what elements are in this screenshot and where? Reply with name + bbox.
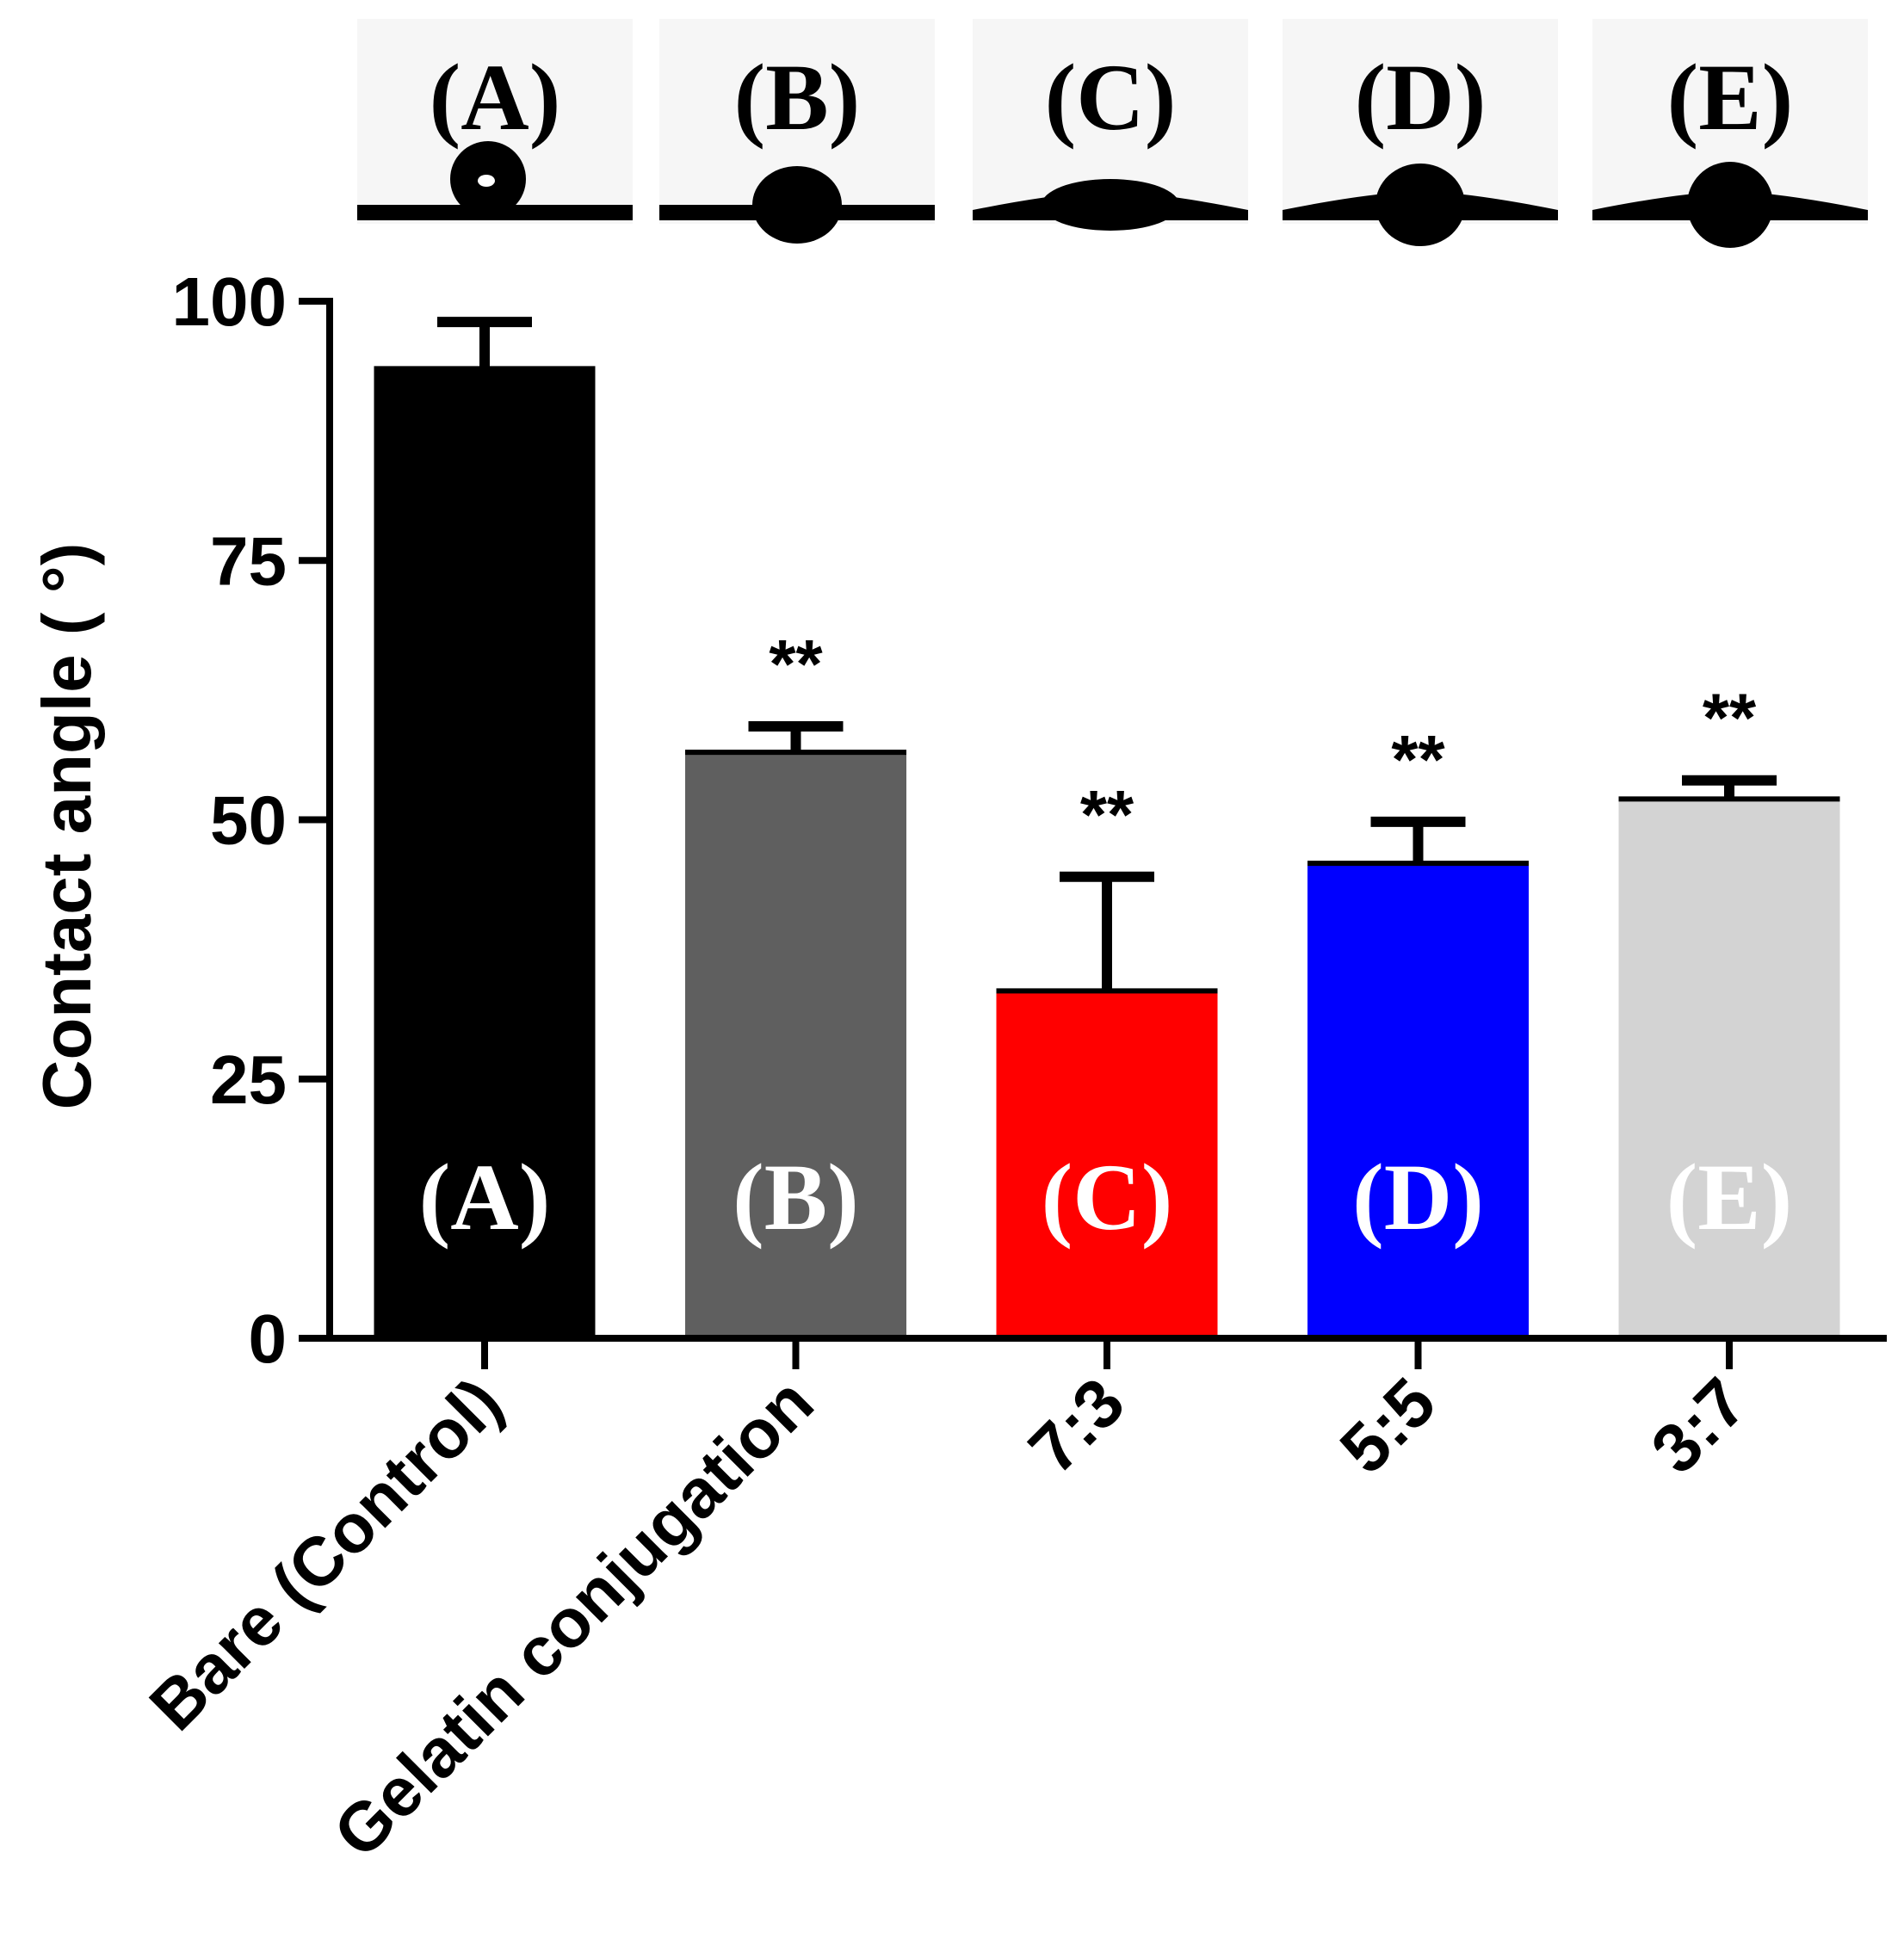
y-tick-label: 50 xyxy=(210,782,287,859)
x-tick-label: 5:5 xyxy=(1326,1363,1450,1488)
droplet-panel-label: (C) xyxy=(1045,45,1177,150)
bar-inner-label: (D) xyxy=(1352,1145,1484,1250)
droplet-panel-3: (C) xyxy=(973,19,1248,231)
water-droplet xyxy=(1375,164,1465,246)
significance-marker: ** xyxy=(1080,776,1134,853)
bar-4 xyxy=(1307,863,1529,1338)
bar-3 xyxy=(996,991,1218,1338)
significance-marker: ** xyxy=(769,626,823,702)
y-axis-label: Contact angle ( °) xyxy=(28,543,105,1110)
x-tick-label: 7:3 xyxy=(1014,1363,1139,1488)
x-axis-ticks: Bare (Control)Gelatin conjugation 7:3 5:5 3… xyxy=(135,1338,1761,1872)
droplet-panel-4: (D) xyxy=(1283,19,1558,246)
droplet-image-row: (A) (B) (C) (D) (E) xyxy=(357,19,1868,248)
x-tick-label: 3:7 xyxy=(1636,1363,1761,1488)
y-tick-label: 75 xyxy=(210,522,287,599)
bar-inner-label: (B) xyxy=(733,1145,859,1250)
bar-inner-label: (A) xyxy=(419,1145,551,1250)
droplet-panel-5: (E) xyxy=(1592,19,1868,248)
y-tick-label: 100 xyxy=(172,263,287,340)
water-droplet xyxy=(1042,179,1179,231)
droplet-highlight xyxy=(478,175,495,187)
droplet-panel-1: (A) xyxy=(357,19,633,224)
bar-inner-label: (C) xyxy=(1042,1145,1173,1250)
bar-1 xyxy=(374,368,596,1339)
droplet-panel-label: (A) xyxy=(430,45,561,150)
y-tick-label: 25 xyxy=(210,1041,287,1118)
y-tick-label: 0 xyxy=(249,1300,287,1377)
water-droplet xyxy=(752,166,842,244)
significance-marker: ** xyxy=(1703,680,1757,756)
y-axis-ticks: 0 25 50 75 100 xyxy=(172,263,330,1377)
droplet-panel-label: (E) xyxy=(1667,45,1794,150)
bar-2 xyxy=(685,752,906,1338)
droplet-panel-label: (B) xyxy=(734,45,861,150)
bar-series: (A) ** (B) ** (C) ** (D) ** (E) xyxy=(374,317,1840,1339)
bar-5 xyxy=(1618,799,1840,1338)
bar-inner-label: (E) xyxy=(1666,1145,1793,1250)
significance-marker: ** xyxy=(1391,721,1445,798)
droplet-panel-label: (D) xyxy=(1355,45,1487,150)
water-droplet xyxy=(1687,162,1773,248)
droplet-panel-2: (B) xyxy=(659,19,935,244)
